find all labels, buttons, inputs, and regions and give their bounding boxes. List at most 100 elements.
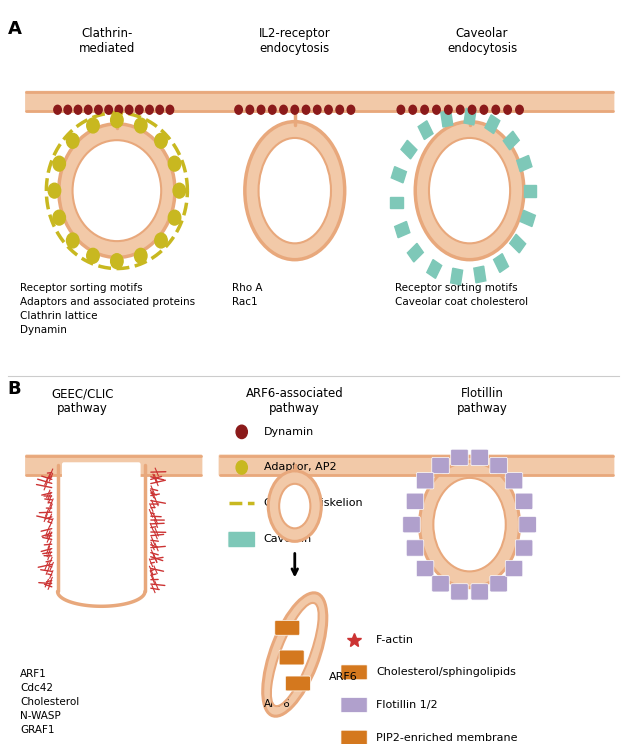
FancyBboxPatch shape: [285, 676, 310, 691]
Ellipse shape: [268, 471, 321, 541]
Text: Clathrin triskelion: Clathrin triskelion: [263, 498, 362, 508]
Circle shape: [409, 105, 416, 114]
FancyBboxPatch shape: [432, 575, 450, 592]
Circle shape: [115, 105, 123, 114]
Bar: [390, 197, 403, 209]
FancyBboxPatch shape: [25, 455, 203, 476]
FancyBboxPatch shape: [432, 457, 450, 474]
FancyBboxPatch shape: [406, 540, 424, 556]
Circle shape: [433, 105, 440, 114]
Circle shape: [246, 105, 253, 114]
Circle shape: [347, 105, 355, 114]
Text: Flotillin
pathway: Flotillin pathway: [456, 387, 507, 416]
FancyBboxPatch shape: [228, 532, 255, 547]
Circle shape: [492, 105, 500, 114]
Bar: [391, 166, 406, 183]
Circle shape: [280, 105, 287, 114]
Circle shape: [53, 156, 65, 171]
Circle shape: [397, 105, 404, 114]
Circle shape: [135, 248, 147, 264]
Circle shape: [302, 105, 310, 114]
Circle shape: [325, 105, 332, 114]
Circle shape: [87, 248, 99, 264]
Text: Rho A
Rac1: Rho A Rac1: [233, 283, 263, 307]
FancyBboxPatch shape: [451, 584, 468, 600]
FancyBboxPatch shape: [451, 450, 468, 465]
Ellipse shape: [258, 138, 331, 243]
FancyBboxPatch shape: [515, 540, 533, 556]
Bar: [517, 155, 532, 172]
Text: Adaptor, AP2: Adaptor, AP2: [263, 462, 336, 472]
Circle shape: [95, 105, 102, 114]
Circle shape: [64, 105, 71, 114]
Text: Receptor sorting motifs
Adaptors and associated proteins
Clathrin lattice
Dynami: Receptor sorting motifs Adaptors and ass…: [20, 283, 195, 335]
Text: Dynamin: Dynamin: [263, 427, 314, 437]
Circle shape: [173, 183, 186, 198]
Circle shape: [336, 105, 344, 114]
FancyBboxPatch shape: [341, 665, 367, 680]
Bar: [401, 140, 417, 159]
Circle shape: [456, 105, 464, 114]
FancyBboxPatch shape: [505, 560, 523, 577]
Circle shape: [236, 461, 247, 474]
FancyBboxPatch shape: [519, 517, 536, 533]
FancyBboxPatch shape: [471, 450, 488, 465]
FancyBboxPatch shape: [403, 517, 420, 533]
Circle shape: [135, 118, 147, 133]
FancyBboxPatch shape: [219, 455, 614, 476]
Text: ARF1
Cdc42
Cholesterol
N-WASP
GRAF1: ARF1 Cdc42 Cholesterol N-WASP GRAF1: [20, 669, 80, 736]
Text: Flotillin 1/2: Flotillin 1/2: [376, 700, 438, 710]
Ellipse shape: [73, 140, 161, 241]
FancyBboxPatch shape: [416, 473, 434, 489]
Ellipse shape: [245, 122, 345, 260]
Ellipse shape: [419, 462, 520, 588]
Text: ARF6: ARF6: [263, 699, 290, 709]
Circle shape: [168, 156, 181, 171]
Text: Clathrin-
mediated: Clathrin- mediated: [80, 27, 135, 56]
Ellipse shape: [415, 122, 524, 260]
Circle shape: [421, 105, 428, 114]
Text: ARF6-associated
pathway: ARF6-associated pathway: [246, 387, 344, 416]
FancyBboxPatch shape: [406, 493, 424, 510]
Circle shape: [236, 425, 247, 438]
Bar: [493, 254, 508, 273]
Circle shape: [85, 105, 92, 114]
Circle shape: [87, 118, 99, 133]
FancyBboxPatch shape: [505, 473, 523, 489]
Circle shape: [125, 105, 133, 114]
Circle shape: [291, 105, 298, 114]
Text: Receptor sorting motifs
Caveolar coat cholesterol: Receptor sorting motifs Caveolar coat ch…: [394, 283, 528, 307]
Text: A: A: [8, 20, 21, 38]
Text: ARF6: ARF6: [329, 672, 358, 681]
Ellipse shape: [271, 603, 319, 706]
Ellipse shape: [433, 478, 506, 572]
Circle shape: [54, 105, 61, 114]
Circle shape: [66, 233, 79, 248]
Bar: [451, 268, 463, 285]
Circle shape: [105, 105, 112, 114]
Circle shape: [480, 105, 488, 114]
Text: Caveolin: Caveolin: [263, 534, 312, 544]
Circle shape: [168, 210, 181, 225]
Text: B: B: [8, 380, 21, 398]
Text: PIP2-enriched membrane: PIP2-enriched membrane: [376, 733, 517, 742]
Bar: [510, 234, 525, 253]
Bar: [474, 266, 486, 283]
Text: IL2-receptor
endocytosis: IL2-receptor endocytosis: [259, 27, 330, 56]
FancyBboxPatch shape: [490, 575, 507, 592]
FancyBboxPatch shape: [490, 457, 507, 474]
Circle shape: [110, 113, 123, 127]
Circle shape: [155, 133, 167, 148]
Circle shape: [257, 105, 265, 114]
FancyBboxPatch shape: [416, 560, 434, 577]
Bar: [464, 108, 476, 125]
Ellipse shape: [279, 484, 310, 529]
Bar: [427, 260, 441, 279]
Circle shape: [110, 254, 123, 269]
Circle shape: [314, 105, 321, 114]
Text: Cholesterol/sphingolipids: Cholesterol/sphingolipids: [376, 667, 516, 678]
Ellipse shape: [59, 123, 175, 258]
Text: F-actin: F-actin: [376, 635, 414, 645]
Circle shape: [155, 233, 167, 248]
Circle shape: [235, 105, 243, 114]
